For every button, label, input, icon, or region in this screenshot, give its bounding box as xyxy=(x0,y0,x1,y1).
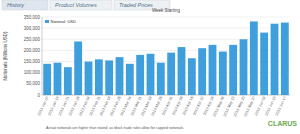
bar xyxy=(260,33,268,95)
y-axis xyxy=(42,17,43,95)
y-tick-label: 250,000 xyxy=(24,37,41,42)
bar xyxy=(219,52,227,95)
chart: History Product Volumes Traded Prices 0 50,0… xyxy=(0,0,300,134)
bar xyxy=(281,23,289,95)
y-tick-label: 50,000 xyxy=(26,81,40,86)
bar xyxy=(250,21,258,95)
grid-line xyxy=(42,17,290,18)
logo: CLARUS xyxy=(268,120,297,127)
y-tick-label: 150,000 xyxy=(24,59,41,64)
bar xyxy=(136,55,144,95)
tab-label[interactable]: History xyxy=(7,2,25,8)
bar xyxy=(105,60,113,95)
y-tick-label: 300,000 xyxy=(24,26,41,31)
bar xyxy=(271,24,279,95)
bar xyxy=(167,53,175,95)
y-tick-label: 100,000 xyxy=(24,70,41,75)
tab-label[interactable]: Product Volumes xyxy=(55,2,97,8)
bar xyxy=(229,45,237,95)
bar xyxy=(157,63,165,95)
bar xyxy=(126,64,134,95)
bar xyxy=(64,67,72,95)
bars xyxy=(43,21,289,95)
tab-label[interactable]: Traded Prices xyxy=(119,2,153,8)
bar xyxy=(178,47,186,95)
x-axis-title: Week Starting xyxy=(152,8,181,13)
bar xyxy=(74,42,82,95)
bar xyxy=(147,54,155,95)
y-tick-label: 200,000 xyxy=(24,48,41,53)
bar xyxy=(209,45,217,95)
legend-label: Notional: USD xyxy=(51,19,76,24)
bar xyxy=(95,59,103,95)
y-axis-title: Notionals (Millions USD) xyxy=(3,31,8,80)
footnote: Actual notionals are higher than stated,… xyxy=(46,126,184,130)
tab[interactable] xyxy=(2,0,48,10)
x-tick-label: 2013 Jun 17 xyxy=(275,96,287,117)
y-tick-label: 350,000 xyxy=(24,15,41,20)
bar xyxy=(198,48,206,95)
bar xyxy=(85,62,93,95)
bar xyxy=(240,39,248,95)
bar xyxy=(116,57,124,95)
legend-swatch xyxy=(45,20,49,23)
bar xyxy=(43,64,51,95)
y-tick-label: 0 xyxy=(37,93,40,98)
bar xyxy=(188,58,196,95)
tab[interactable] xyxy=(50,0,112,10)
bar xyxy=(54,63,62,95)
